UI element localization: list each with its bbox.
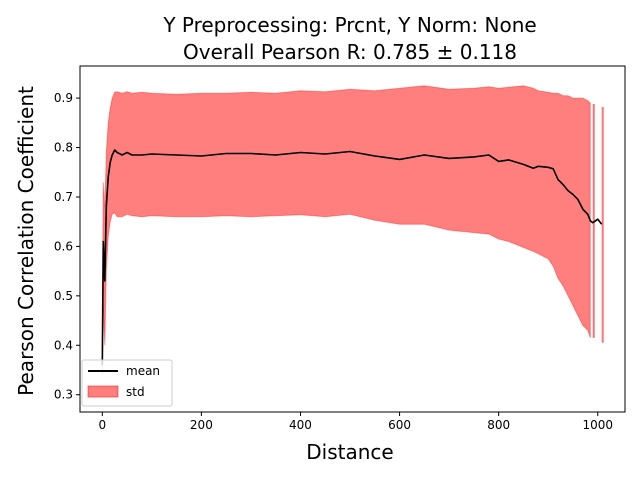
x-tick-label: 600 [388, 418, 411, 432]
legend-std-swatch [87, 385, 119, 398]
std-band [101, 85, 591, 375]
y-tick-label: 0.4 [54, 338, 73, 352]
y-tick-label: 0.6 [54, 239, 73, 253]
plot-contents [101, 85, 604, 375]
legend: mean std [81, 359, 173, 407]
chart-title-line1: Y Preprocessing: Prcnt, Y Norm: None [162, 13, 536, 37]
x-tick-label: 200 [190, 418, 213, 432]
legend-std-label: std [126, 385, 145, 399]
chart-title-line2: Overall Pearson R: 0.785 ± 0.118 [183, 40, 517, 64]
legend-mean-label: mean [126, 364, 160, 378]
mean-line [101, 149, 603, 366]
y-tick-label: 0.5 [54, 289, 73, 303]
y-tick-label: 0.3 [54, 388, 73, 402]
y-tick-label: 0.8 [54, 141, 73, 155]
plot-area [101, 85, 604, 375]
y-axis-label: Pearson Correlation Coefficient [14, 86, 38, 396]
x-tick-label: 800 [487, 418, 510, 432]
y-tick-label: 0.7 [54, 190, 73, 204]
axes: 0 200 400 600 800 1000 0.3 0.4 0.5 0.6 0.7 0.8 0.9 [54, 65, 626, 432]
x-axis-label: Distance [306, 440, 393, 464]
x-tick-label: 0 [98, 418, 106, 432]
x-tick-label: 400 [289, 418, 312, 432]
x-tick-label: 1000 [582, 418, 613, 432]
axes-frame [79, 65, 626, 413]
y-tick-label: 0.9 [54, 91, 73, 105]
